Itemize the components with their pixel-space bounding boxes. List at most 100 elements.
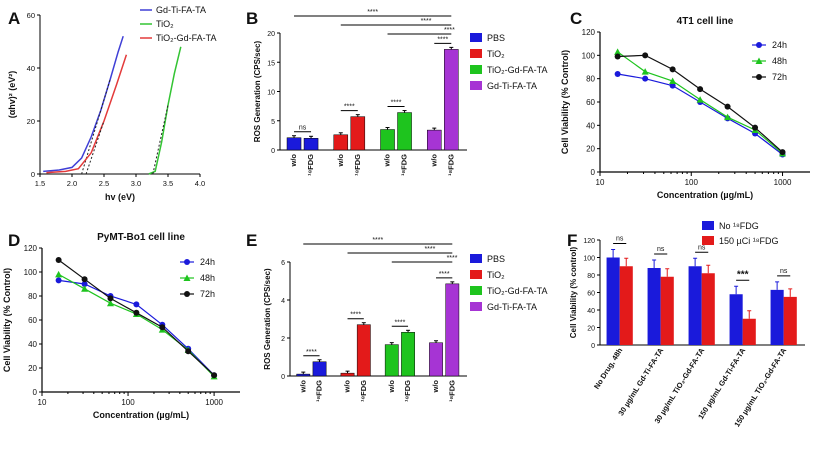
x-tick-label: w/o	[343, 380, 352, 394]
legend-label: 150 µCi ¹⁸FDG	[719, 236, 779, 246]
y-tick-label: 0	[591, 168, 596, 177]
data-point	[642, 75, 649, 82]
data-point	[669, 77, 677, 84]
bar	[770, 289, 784, 345]
bar	[286, 137, 302, 151]
legend-marker	[184, 259, 190, 265]
y-tick-label: 0	[33, 388, 38, 397]
data-point	[55, 270, 63, 278]
data-point	[106, 299, 114, 307]
y-tick-label: 0	[281, 374, 285, 381]
legend-label: TiO₂-Gd-FA-TA	[487, 286, 548, 296]
data-point	[81, 285, 89, 292]
sig-label: ns	[698, 244, 706, 251]
y-tick-label: 120	[582, 28, 596, 37]
panel-letter-E: E	[246, 231, 257, 250]
data-point	[642, 52, 649, 59]
sig-label: ****	[394, 319, 405, 326]
tangent-line	[85, 120, 105, 175]
x-tick-label: 10	[38, 398, 47, 407]
legend-label: TiO₂	[487, 49, 505, 59]
y-tick-label: 5	[271, 119, 275, 126]
sig-label: ns	[657, 246, 665, 253]
bar	[380, 129, 395, 151]
legend-swatch	[470, 49, 482, 58]
sig-label: ****	[439, 271, 450, 278]
data-point	[669, 66, 676, 73]
bar	[783, 296, 797, 345]
x-tick-label: w/o	[429, 154, 438, 168]
y-tick-label: 40	[586, 121, 595, 130]
y-tick-label: 40	[587, 308, 595, 315]
legend-label: Gd-Ti-FA-TA	[487, 81, 537, 91]
panel-letter-D: D	[8, 231, 20, 250]
fit-curve	[58, 279, 215, 376]
y-tick-label: 20	[28, 364, 37, 373]
x-tick-label: ¹⁸FDG	[353, 154, 362, 176]
legend-marker	[755, 57, 763, 64]
bar	[445, 283, 460, 377]
y-tick-label: 60	[27, 11, 35, 20]
y-tick-label: 20	[27, 117, 35, 126]
data-point	[696, 96, 704, 103]
sig-label: ns	[299, 125, 307, 132]
x-tick-label: No Drug, 48h	[592, 346, 625, 391]
bar	[303, 138, 319, 151]
x-tick-label: w/o	[289, 154, 298, 168]
bar	[701, 273, 715, 345]
x-tick-label: w/o	[431, 380, 440, 394]
legend-swatch	[470, 81, 482, 90]
x-tick-label: 100	[685, 178, 699, 187]
y-tick-label: 0	[271, 148, 275, 155]
bar	[384, 344, 399, 377]
y-tick-label: 40	[27, 64, 35, 73]
x-tick-label: ¹⁸FDG	[306, 154, 315, 176]
data-point	[133, 301, 140, 308]
bar	[312, 361, 327, 377]
y-tick-label: 20	[587, 326, 595, 333]
data-point	[669, 82, 676, 89]
y-tick-label: 60	[587, 291, 595, 298]
y-tick-label: 6	[281, 260, 285, 267]
fit-curve	[58, 259, 215, 376]
panel-letter-A: A	[8, 9, 20, 28]
y-tick-label: 40	[28, 340, 37, 349]
x-tick-label: w/o	[387, 380, 396, 394]
y-tick-label: 60	[586, 98, 595, 107]
bar	[401, 332, 415, 377]
sig-label: ****	[424, 246, 435, 253]
bar	[350, 116, 366, 151]
sig-label: ***	[737, 269, 749, 280]
y-tick-label: 60	[28, 316, 37, 325]
data-point	[697, 86, 704, 93]
legend-swatch	[470, 33, 482, 42]
legend-marker	[183, 274, 191, 281]
y-tick-label: 120	[24, 244, 38, 253]
bar	[647, 268, 661, 345]
bar	[397, 112, 412, 151]
data-point	[81, 281, 88, 287]
chart-title: 4T1 cell line	[677, 16, 734, 27]
sig-label: ****	[421, 18, 432, 25]
y-tick-label: 80	[586, 75, 595, 84]
x-tick-label: w/o	[298, 380, 307, 394]
legend-swatch	[702, 221, 714, 230]
bar	[619, 266, 633, 345]
x-axis-title: Concentration (µg/mL)	[93, 410, 189, 420]
legend-swatch	[470, 270, 482, 279]
sig-label: ****	[306, 349, 317, 356]
y-axis-title: ROS Generation (CPS/sec)	[263, 268, 272, 370]
x-tick-label: ¹⁸FDG	[447, 380, 456, 402]
bar	[444, 49, 459, 151]
x-tick-label: ¹⁸FDG	[400, 154, 409, 176]
legend-swatch	[470, 254, 482, 263]
legend-marker	[756, 74, 762, 80]
y-axis-title: Cell Viability (% Control)	[2, 268, 12, 372]
data-point	[107, 295, 114, 302]
panel-letter-B: B	[246, 9, 258, 28]
data-point	[614, 53, 621, 60]
x-tick-label: w/o	[383, 154, 392, 168]
y-axis-title: Cell Viability (% Control)	[560, 50, 570, 154]
legend-label: TiO₂	[487, 270, 505, 280]
